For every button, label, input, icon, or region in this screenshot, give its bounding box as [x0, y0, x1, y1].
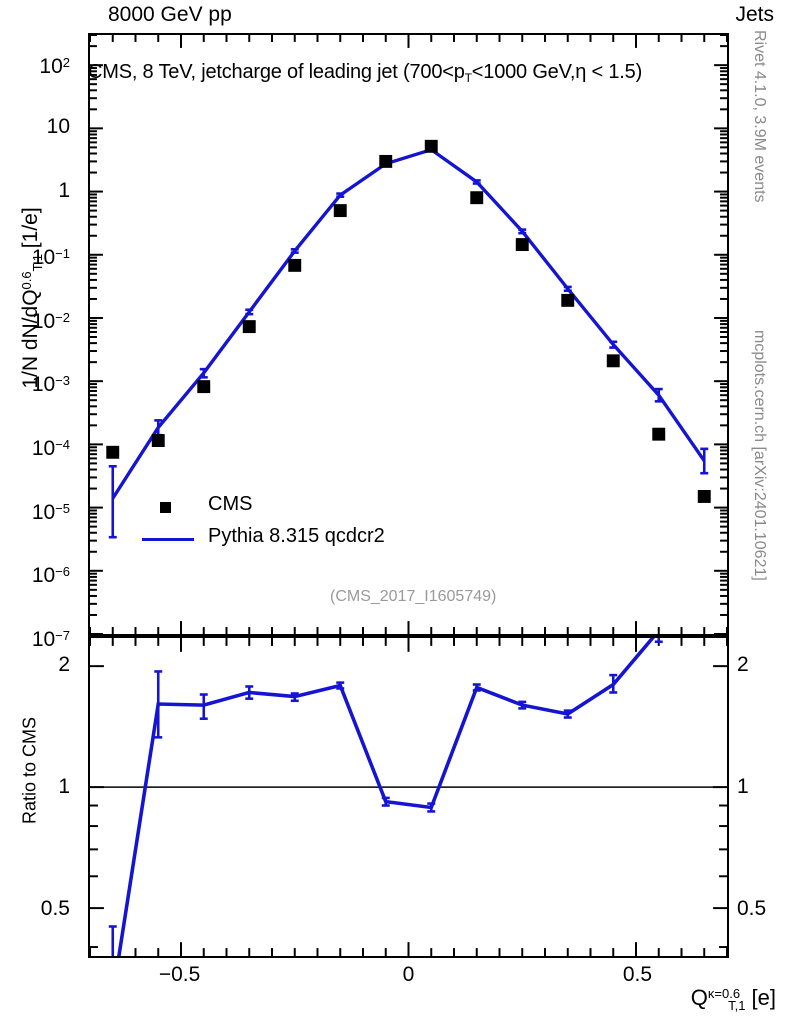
header-category-label: Jets: [735, 3, 774, 26]
x-axis-title-main: Q: [690, 985, 708, 1010]
y-tick-label-1: 10: [46, 114, 70, 138]
mcplots-credit: mcplots.cern.ch [arXiv:2401.10621]: [751, 330, 768, 581]
analysis-id-watermark: (CMS_2017_I1605749): [330, 588, 497, 605]
y-axis-title-sup: 0.6: [19, 271, 34, 290]
plot-title-sub: T: [464, 71, 472, 85]
legend-marker-square-icon: [160, 502, 171, 513]
ratio-tick-label-l-2: 0.5: [40, 897, 70, 921]
x-tick-label-1: 0: [402, 963, 415, 986]
legend-label-pythia: Pythia 8.315 qcdcr2: [208, 525, 385, 547]
y-tick-label-3: 10−1: [31, 246, 70, 270]
y-axis-title: 1/N dN/dQ0.6T,1 [1/e]: [19, 148, 45, 448]
legend-label-cms: CMS: [208, 493, 253, 515]
plot-title-rest: <1000 GeV,η < 1.5): [471, 61, 643, 83]
legend-line-icon: [142, 538, 194, 541]
ratio-axis-title: Ratio to CMS: [19, 716, 40, 825]
ratio-tick-label-l-1: 1: [58, 774, 70, 798]
ratio-plot-canvas: [89, 638, 728, 956]
y-tick-label-6: 10−4: [31, 437, 70, 461]
page-title: CMS, 8 TeV, jetcharge of leading jet (70…: [88, 62, 642, 88]
x-axis-title-unit: [e]: [745, 985, 776, 1010]
plot-title-main: CMS, 8 TeV, jetcharge of leading jet (70…: [88, 61, 465, 83]
x-axis-title-sup: κ=0.6: [707, 986, 741, 1001]
ratio-tick-label-r-1: 1: [737, 774, 749, 798]
y-tick-label-8: 10−6: [31, 564, 70, 588]
ratio-tick-label-r-2: 0.5: [737, 897, 767, 921]
x-tick-label-0: −0.5: [158, 963, 201, 986]
y-tick-label-5: 10−3: [31, 373, 70, 397]
ratio-tick-label-r-0: 2: [737, 652, 749, 676]
header-beam-label: 8000 GeV pp: [108, 3, 232, 26]
ratio-plot-panel: [88, 636, 729, 958]
y-tick-label-0: 102: [39, 55, 70, 79]
y-tick-label-4: 10−2: [31, 309, 70, 333]
x-axis-title-sub: T,1: [728, 998, 746, 1013]
x-axis-title: Qκ=0.6T,1 [e]: [691, 985, 776, 1013]
rivet-credit: Rivet 4.1.0, 3.9M events: [751, 30, 768, 203]
y-tick-label-9: 10−7: [31, 628, 70, 651]
ratio-tick-label-l-0: 2: [58, 652, 70, 676]
y-tick-label-2: 1: [58, 178, 70, 202]
main-plot-panel: [88, 33, 729, 636]
main-plot-canvas: [89, 34, 728, 635]
y-tick-label-7: 10−5: [31, 500, 70, 524]
x-tick-label-2: 0.5: [622, 963, 653, 986]
